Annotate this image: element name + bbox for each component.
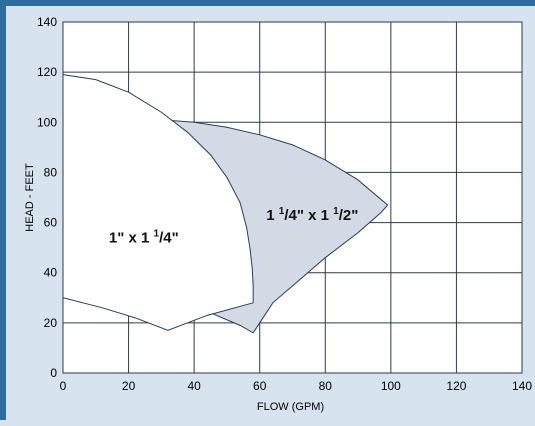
x-axis-label: FLOW (GPM): [257, 401, 324, 413]
y-tick-label: 40: [44, 266, 58, 280]
x-tick-label: 120: [446, 379, 466, 393]
y-tick-label: 60: [44, 216, 58, 230]
x-tick-label: 40: [187, 379, 201, 393]
y-tick-label: 120: [37, 65, 57, 79]
region-1x1-1-4: [62, 74, 254, 331]
pump-performance-chart: 0 20 40 60 80 100 120 140 0 20 40 60 80 100 120 140 FL…: [24, 15, 533, 413]
performance-regions: [62, 74, 389, 334]
y-tick-label: 140: [37, 15, 57, 29]
y-tick-label: 100: [37, 115, 57, 129]
x-tick-label: 140: [512, 379, 532, 393]
y-tick-label: 0: [50, 366, 57, 380]
y-axis-label: HEAD - FEET: [24, 163, 36, 232]
x-tick-label: 0: [60, 379, 67, 393]
x-tick-label: 20: [122, 379, 136, 393]
x-axis-ticks: 0 20 40 60 80 100 120 140: [60, 379, 533, 393]
x-tick-label: 60: [253, 379, 267, 393]
y-axis-ticks: 0 20 40 60 80 100 120 140: [37, 15, 57, 380]
x-tick-label: 100: [381, 379, 401, 393]
x-tick-label: 80: [319, 379, 333, 393]
region-label-1x1-1-4: 1" x 1 1/4": [109, 229, 179, 247]
y-tick-label: 80: [44, 165, 58, 179]
region-label-1-1-4x1-1-2: 1 1/4" x 1 1/2": [266, 206, 358, 224]
y-tick-label: 20: [44, 316, 58, 330]
